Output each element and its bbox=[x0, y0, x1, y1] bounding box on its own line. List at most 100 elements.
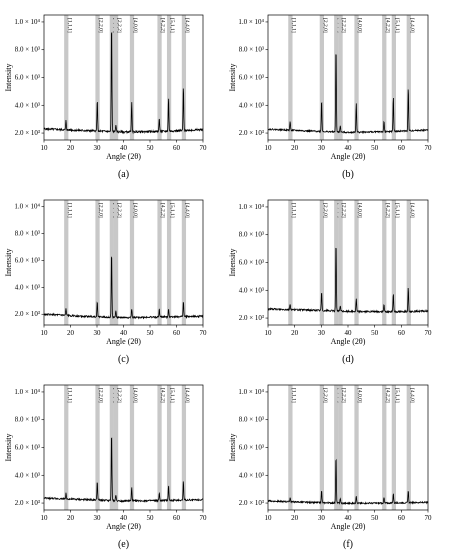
x-tick-label: 20 bbox=[291, 329, 299, 337]
y-tick-label: 4.0 × 10³ bbox=[239, 471, 264, 479]
y-tick-label: 6.0 × 10³ bbox=[239, 259, 264, 267]
peak-band bbox=[157, 200, 162, 325]
peak-band bbox=[166, 15, 172, 140]
y-tick-label: 1.0 × 10⁴ bbox=[14, 18, 40, 26]
x-tick-label: 40 bbox=[345, 144, 353, 152]
band-label: [2,2,2] bbox=[341, 18, 347, 33]
y-tick-label: 8.0 × 10³ bbox=[239, 231, 264, 239]
peak-band bbox=[181, 200, 187, 325]
band-label: [4,2,2] bbox=[160, 388, 166, 403]
band-label: [4,2,2] bbox=[160, 18, 166, 33]
x-tick-label: 20 bbox=[291, 514, 299, 522]
x-axis-label: Angle (2θ) bbox=[106, 337, 141, 346]
panel-a: [1,1,1][2,2,0][3,1,1][2,2,2][4,0,0][4,2,… bbox=[4, 14, 207, 180]
x-tick-label: 30 bbox=[318, 144, 326, 152]
x-tick-label: 10 bbox=[41, 514, 49, 522]
x-tick-label: 30 bbox=[94, 329, 102, 337]
peak-band bbox=[382, 15, 387, 140]
x-tick-label: 70 bbox=[425, 144, 433, 152]
peak-band bbox=[64, 15, 69, 140]
y-tick-label: 6.0 × 10³ bbox=[15, 256, 40, 264]
x-tick-label: 60 bbox=[173, 329, 181, 337]
panel-e: [1,1,1][2,2,0][3,1,1][2,2,2][4,0,0][4,2,… bbox=[4, 384, 207, 550]
y-tick-label: 4.0 × 10³ bbox=[239, 286, 264, 294]
x-tick-label: 40 bbox=[120, 329, 128, 337]
band-label: [1,1,1] bbox=[290, 388, 296, 403]
x-tick-label: 50 bbox=[147, 329, 155, 337]
band-label: [2,2,2] bbox=[341, 203, 347, 218]
xrd-pattern-line bbox=[43, 437, 204, 504]
x-tick-label: 10 bbox=[41, 144, 49, 152]
panel-c: [1,1,1][2,2,0][3,1,1][2,2,2][4,0,0][4,2,… bbox=[4, 199, 207, 365]
peak-band bbox=[391, 200, 396, 325]
y-tick-label: 4.0 × 10³ bbox=[15, 471, 40, 479]
y-axis-label: Intensity bbox=[4, 434, 13, 462]
peak-band bbox=[406, 385, 411, 510]
band-label: [4,4,0] bbox=[184, 388, 190, 403]
peak-band bbox=[95, 385, 100, 510]
band-label: [4,0,0] bbox=[132, 388, 138, 403]
peak-band bbox=[181, 15, 187, 140]
band-label: [4,2,2] bbox=[384, 18, 390, 33]
band-label: [4,2,2] bbox=[384, 388, 390, 403]
peak-band bbox=[338, 200, 343, 325]
x-tick-label: 50 bbox=[371, 329, 379, 337]
x-tick-label: 20 bbox=[291, 144, 299, 152]
x-axis-label: Angle (2θ) bbox=[106, 152, 141, 161]
x-tick-label: 60 bbox=[398, 514, 406, 522]
band-label: [4,0,0] bbox=[132, 203, 138, 218]
band-label: [2,2,2] bbox=[116, 203, 122, 218]
xrd-pattern-line bbox=[267, 247, 429, 314]
band-label: [2,2,0] bbox=[98, 18, 104, 33]
y-tick-label: 2.0 × 10³ bbox=[239, 314, 264, 322]
peak-band bbox=[391, 385, 396, 510]
peak-band bbox=[64, 200, 69, 325]
peak-band bbox=[319, 385, 324, 510]
x-tick-label: 10 bbox=[265, 514, 273, 522]
y-tick-label: 2.0 × 10³ bbox=[239, 129, 264, 137]
x-tick-label: 30 bbox=[318, 329, 326, 337]
y-tick-label: 8.0 × 10³ bbox=[15, 46, 40, 54]
panel-f: [1,1,1][2,2,0][3,1,1][2,2,2][4,0,0][4,2,… bbox=[228, 384, 433, 550]
peak-band bbox=[406, 200, 411, 325]
panel-label: (e) bbox=[118, 539, 129, 550]
y-tick-label: 6.0 × 10³ bbox=[239, 74, 264, 82]
x-tick-label: 60 bbox=[398, 144, 406, 152]
band-label: [5,1,1] bbox=[394, 388, 400, 403]
band-label: [4,4,0] bbox=[409, 18, 415, 33]
peak-band bbox=[166, 200, 172, 325]
band-label: [1,1,1] bbox=[290, 18, 296, 33]
y-tick-label: 4.0 × 10³ bbox=[15, 101, 40, 109]
x-axis-label: Angle (2θ) bbox=[331, 337, 366, 346]
panel-b: [1,1,1][2,2,0][3,1,1][2,2,2][4,0,0][4,2,… bbox=[228, 14, 433, 180]
peak-band bbox=[288, 385, 293, 510]
band-label: [2,2,0] bbox=[322, 388, 328, 403]
xrd-pattern-line bbox=[43, 31, 204, 135]
peak-band bbox=[338, 385, 343, 510]
band-label: [2,2,0] bbox=[98, 203, 104, 218]
x-tick-label: 50 bbox=[147, 144, 155, 152]
band-label: [4,2,2] bbox=[160, 203, 166, 218]
peak-band bbox=[95, 200, 100, 325]
band-label: [5,1,1] bbox=[394, 203, 400, 218]
band-label: [1,1,1] bbox=[66, 18, 72, 33]
peak-band bbox=[334, 385, 339, 510]
peak-band bbox=[129, 15, 135, 140]
y-tick-label: 1.0 × 10⁴ bbox=[14, 203, 40, 211]
x-tick-label: 70 bbox=[425, 514, 433, 522]
x-tick-label: 50 bbox=[371, 514, 379, 522]
band-label: [1,1,1] bbox=[66, 203, 72, 218]
peak-band bbox=[129, 385, 135, 510]
y-tick-label: 1.0 × 10⁴ bbox=[238, 18, 264, 26]
peak-band bbox=[129, 200, 135, 325]
x-axis-label: Angle (2θ) bbox=[331, 522, 366, 531]
xrd-pattern-line bbox=[267, 458, 429, 506]
y-tick-label: 8.0 × 10³ bbox=[15, 230, 40, 238]
band-label: [4,4,0] bbox=[409, 388, 415, 403]
y-tick-label: 2.0 × 10³ bbox=[15, 310, 40, 318]
band-label: [2,2,0] bbox=[98, 388, 104, 403]
peak-band bbox=[319, 200, 324, 325]
x-tick-label: 10 bbox=[41, 329, 49, 337]
y-tick-label: 8.0 × 10³ bbox=[239, 416, 264, 424]
